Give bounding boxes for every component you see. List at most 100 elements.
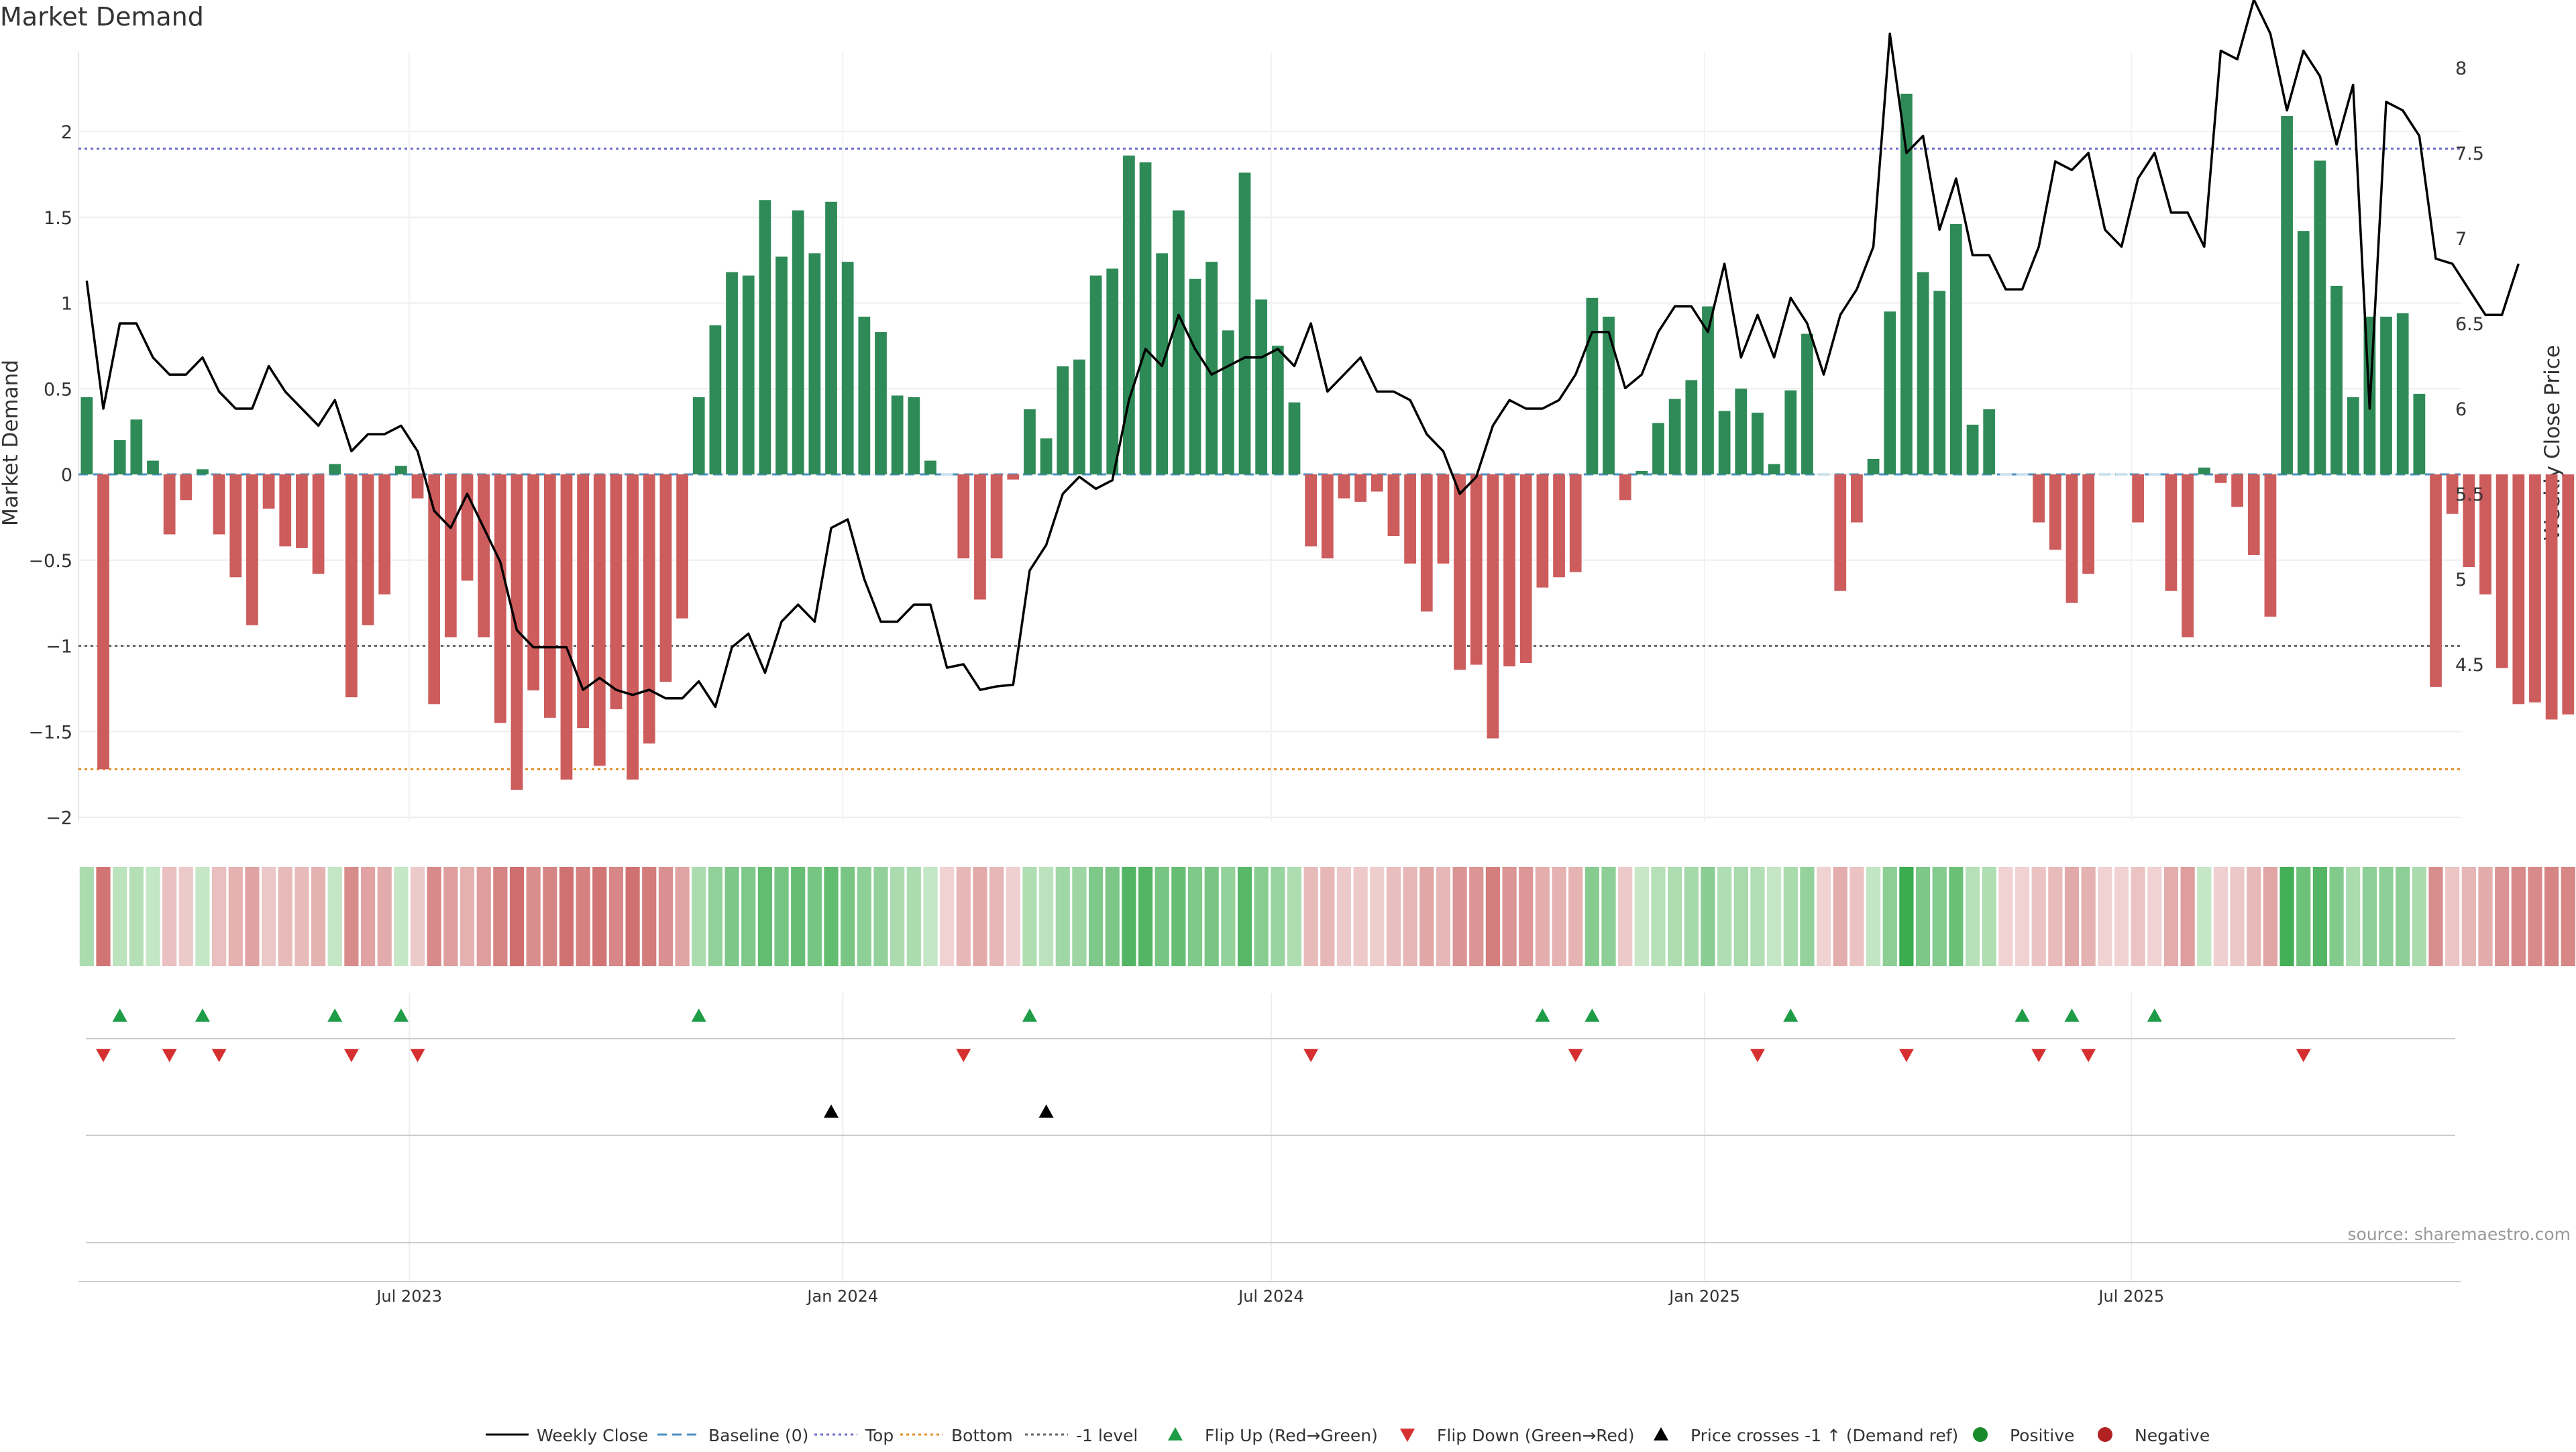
heat-cell xyxy=(476,867,491,966)
demand-bar xyxy=(1685,380,1698,474)
heat-cell xyxy=(1419,867,1434,966)
heat-cell xyxy=(2131,867,2145,966)
chart-title: Market Demand xyxy=(0,2,204,32)
heat-cell xyxy=(228,867,243,966)
heat-cell xyxy=(2528,867,2542,966)
demand-bar xyxy=(362,474,374,625)
heat-cell xyxy=(2180,867,2195,966)
heat-cell xyxy=(608,867,624,966)
legend-swatch xyxy=(2098,1427,2112,1442)
flip-down-marker xyxy=(95,1049,111,1062)
demand-bar xyxy=(147,460,159,474)
x-tick-label: Jul 2025 xyxy=(2097,1287,2164,1306)
legend-label: Negative xyxy=(2135,1426,2210,1445)
heat-cell xyxy=(1353,867,1368,966)
weekly-close-line xyxy=(85,0,2520,709)
demand-bar xyxy=(1437,474,1450,564)
demand-bar xyxy=(2182,474,2194,637)
heat-cell xyxy=(1088,867,1104,966)
demand-bar xyxy=(1073,359,1085,474)
demand-bar xyxy=(957,474,970,559)
flip-down-marker xyxy=(2296,1049,2311,1062)
demand-bar xyxy=(1040,438,1053,474)
heat-cell xyxy=(278,867,292,966)
flip-up-marker xyxy=(112,1008,127,1022)
legend-label: Positive xyxy=(2010,1426,2074,1445)
heat-cell xyxy=(1750,867,1765,966)
flip-up-marker xyxy=(393,1008,409,1022)
demand-bar xyxy=(577,474,589,729)
demand-bar xyxy=(1371,474,1383,492)
demand-bar xyxy=(1024,409,1036,474)
demand-bar xyxy=(610,474,623,710)
heat-cell xyxy=(2147,867,2162,966)
heat-cell xyxy=(394,867,409,966)
y-axis-label: Market Demand xyxy=(0,360,23,526)
demand-bar xyxy=(2347,397,2359,474)
heat-cell xyxy=(1485,867,1501,966)
demand-bar xyxy=(2330,285,2343,474)
demand-bar xyxy=(2065,474,2078,603)
flip-up-marker xyxy=(1022,1008,1037,1022)
demand-bar xyxy=(1718,411,1731,474)
heat-cell xyxy=(1403,867,1417,966)
heat-cell xyxy=(774,867,789,966)
flip-up-marker xyxy=(1585,1008,1600,1022)
heat-cell xyxy=(1386,867,1401,966)
heat-cell xyxy=(2312,867,2327,966)
heat-cell xyxy=(675,867,690,966)
x-tick-label: Jan 2024 xyxy=(806,1287,878,1306)
demand-bar xyxy=(1586,297,1599,474)
reference-lines xyxy=(78,148,2461,770)
heat-cell xyxy=(1932,867,1947,966)
heat-cell xyxy=(443,867,458,966)
y-tick-label: 1.5 xyxy=(44,208,72,229)
demand-bar xyxy=(2132,474,2145,523)
heat-cell xyxy=(1204,867,1219,966)
heat-cell xyxy=(2213,867,2229,966)
heat-cell xyxy=(559,867,574,966)
heat-cell xyxy=(906,867,921,966)
demand-bar xyxy=(2413,393,2426,474)
price-cross-marker xyxy=(824,1104,839,1118)
legend-item: Weekly Close xyxy=(486,1426,648,1445)
demand-bar xyxy=(1817,473,1830,476)
legend-label: -1 level xyxy=(1076,1426,1138,1445)
y-tick-label: 1 xyxy=(61,294,72,315)
demand-bar xyxy=(990,474,1003,559)
demand-bar xyxy=(1454,474,1466,670)
heat-cell xyxy=(2396,867,2410,966)
demand-bar xyxy=(1884,311,1896,474)
demand-bar xyxy=(527,474,540,690)
heat-cell xyxy=(96,867,111,966)
demand-bar xyxy=(1851,474,1863,523)
demand-bar xyxy=(1569,474,1582,572)
demand-bar xyxy=(1867,459,1880,474)
demand-bar xyxy=(1752,413,1764,474)
source-note: source: sharemaestro.com xyxy=(2348,1225,2571,1244)
flip-up-marker xyxy=(327,1008,343,1022)
heat-cell xyxy=(1949,867,1964,966)
demand-bar xyxy=(1834,474,1847,591)
y-tick-label: −1 xyxy=(46,637,72,658)
heat-cell xyxy=(1452,867,1467,966)
heat-cell xyxy=(1849,867,1864,966)
legend-label: Flip Up (Red→Green) xyxy=(1205,1426,1378,1445)
heat-cell xyxy=(212,867,227,966)
demand-bar xyxy=(891,395,904,474)
demand-bar xyxy=(2049,474,2061,550)
demand-bar xyxy=(1404,474,1416,564)
heat-cell xyxy=(1171,867,1186,966)
demand-bar xyxy=(875,331,887,474)
legend-item: Negative xyxy=(2098,1426,2210,1445)
demand-bar xyxy=(775,256,788,474)
legend-item: Flip Up (Red→Green) xyxy=(1168,1426,1378,1445)
heat-cell xyxy=(1519,867,1534,966)
heat-cell xyxy=(724,867,739,966)
flip-up-marker xyxy=(1783,1008,1799,1022)
heat-cell xyxy=(2263,867,2278,966)
heat-cell xyxy=(2445,867,2460,966)
heat-cell xyxy=(940,867,955,966)
heat-cell xyxy=(2362,867,2377,966)
